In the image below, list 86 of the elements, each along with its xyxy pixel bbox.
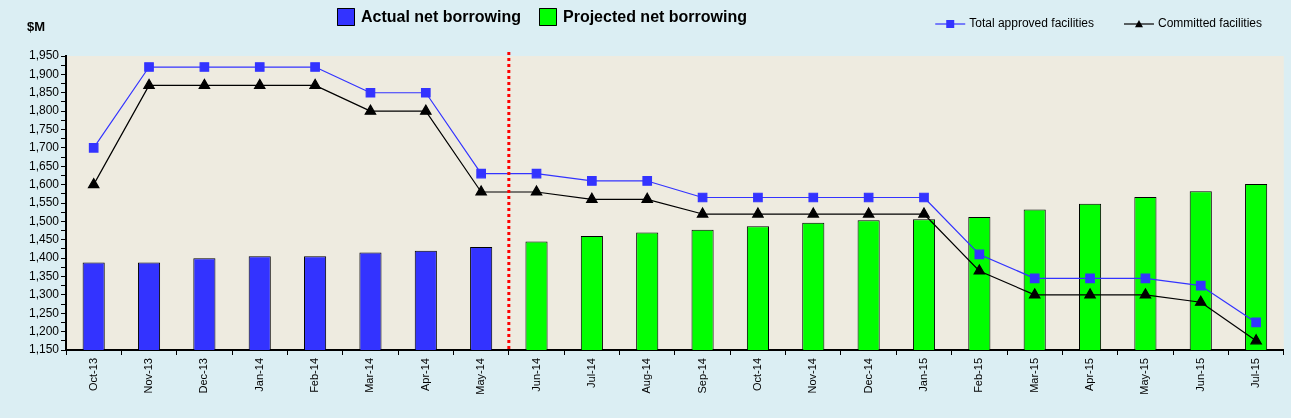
point [753,192,763,203]
y-tick-label: 1,850 [28,85,60,100]
x-tick-label: Nov-13 [142,358,155,394]
point [420,104,432,115]
x-tick-label: Dec-13 [197,358,210,394]
legend-label: Actual net borrowing [361,8,521,26]
x-tick-label: Jul-14 [584,358,597,388]
legend-label: Committed facilities [1157,16,1262,31]
x-tick-label: Jan-14 [252,358,265,392]
point [974,249,985,260]
x-tick-label: Jun-14 [529,358,542,392]
point [918,207,930,218]
point [1029,273,1040,284]
x-tick-label: Jan-15 [917,358,930,392]
point [87,178,100,189]
point [1084,288,1096,299]
point [919,192,929,203]
y-tick-label: 1,550 [28,195,60,210]
y-tick-label: 1,450 [28,232,60,247]
x-tick-label: Apr-14 [418,358,431,392]
point [476,168,486,179]
y-tick-label: 1,300 [28,287,60,302]
point [807,207,820,218]
point [143,78,155,89]
x-tick-label: Jun-15 [1193,358,1206,392]
point [365,87,376,98]
point [1195,280,1206,291]
x-tick-label: Oct-13 [86,358,99,392]
y-tick-label: 1,400 [28,250,60,265]
y-tick-label: 1,950 [28,48,60,63]
x-tick-label: Oct-14 [750,358,763,392]
point [586,192,598,203]
y-tick-label: 1,250 [28,305,60,320]
x-tick-label: Feb-15 [972,358,985,393]
point [254,62,265,72]
x-tick-label: Jul-15 [1249,358,1262,388]
y-axis-title: $M [27,18,46,34]
y-tick-label: 1,350 [28,268,60,283]
point [862,207,875,218]
point [808,192,819,203]
x-tick-label: Aug-14 [640,358,653,394]
x-tick-label: Nov-14 [806,358,819,394]
point [1250,334,1262,345]
point [1139,288,1152,299]
point [641,192,654,203]
point [88,143,99,153]
x-tick-label: May-14 [474,358,487,395]
y-tick-label: 1,150 [28,342,60,357]
x-tick-label: Mar-14 [363,358,376,393]
point [973,264,986,275]
x-tick-label: Feb-14 [308,358,321,393]
point [420,87,431,98]
point [253,78,266,89]
y-tick-label: 1,900 [28,66,60,81]
point [364,104,377,115]
point [198,78,211,89]
point [144,62,154,72]
point [1194,295,1207,306]
x-tick-label: Apr-15 [1083,358,1096,392]
point [1028,288,1041,299]
point [587,176,597,186]
y-tick-label: 1,600 [28,176,60,191]
x-tick-label: May-15 [1138,358,1151,395]
y-tick-label: 1,800 [28,103,60,118]
point [696,207,709,218]
x-tick-label: Sep-14 [695,358,708,394]
y-tick-label: 1,500 [28,213,60,228]
point [310,62,320,72]
point [752,207,764,218]
point [1140,273,1151,284]
point [530,185,543,196]
point [199,62,210,72]
y-tick-label: 1,750 [28,121,60,136]
y-tick-label: 1,650 [28,158,60,173]
point [642,176,653,186]
point [309,78,321,89]
point [475,185,487,196]
x-tick-label: Mar-15 [1027,358,1040,393]
point [1085,273,1095,284]
point [863,192,874,203]
y-tick-label: 1,700 [28,140,60,155]
y-tick-label: 1,200 [28,323,60,338]
x-tick-label: Dec-14 [861,358,874,394]
legend-label: Projected net borrowing [563,8,748,26]
legend-label: Total approved facilities [969,16,1094,31]
point [1251,317,1261,328]
